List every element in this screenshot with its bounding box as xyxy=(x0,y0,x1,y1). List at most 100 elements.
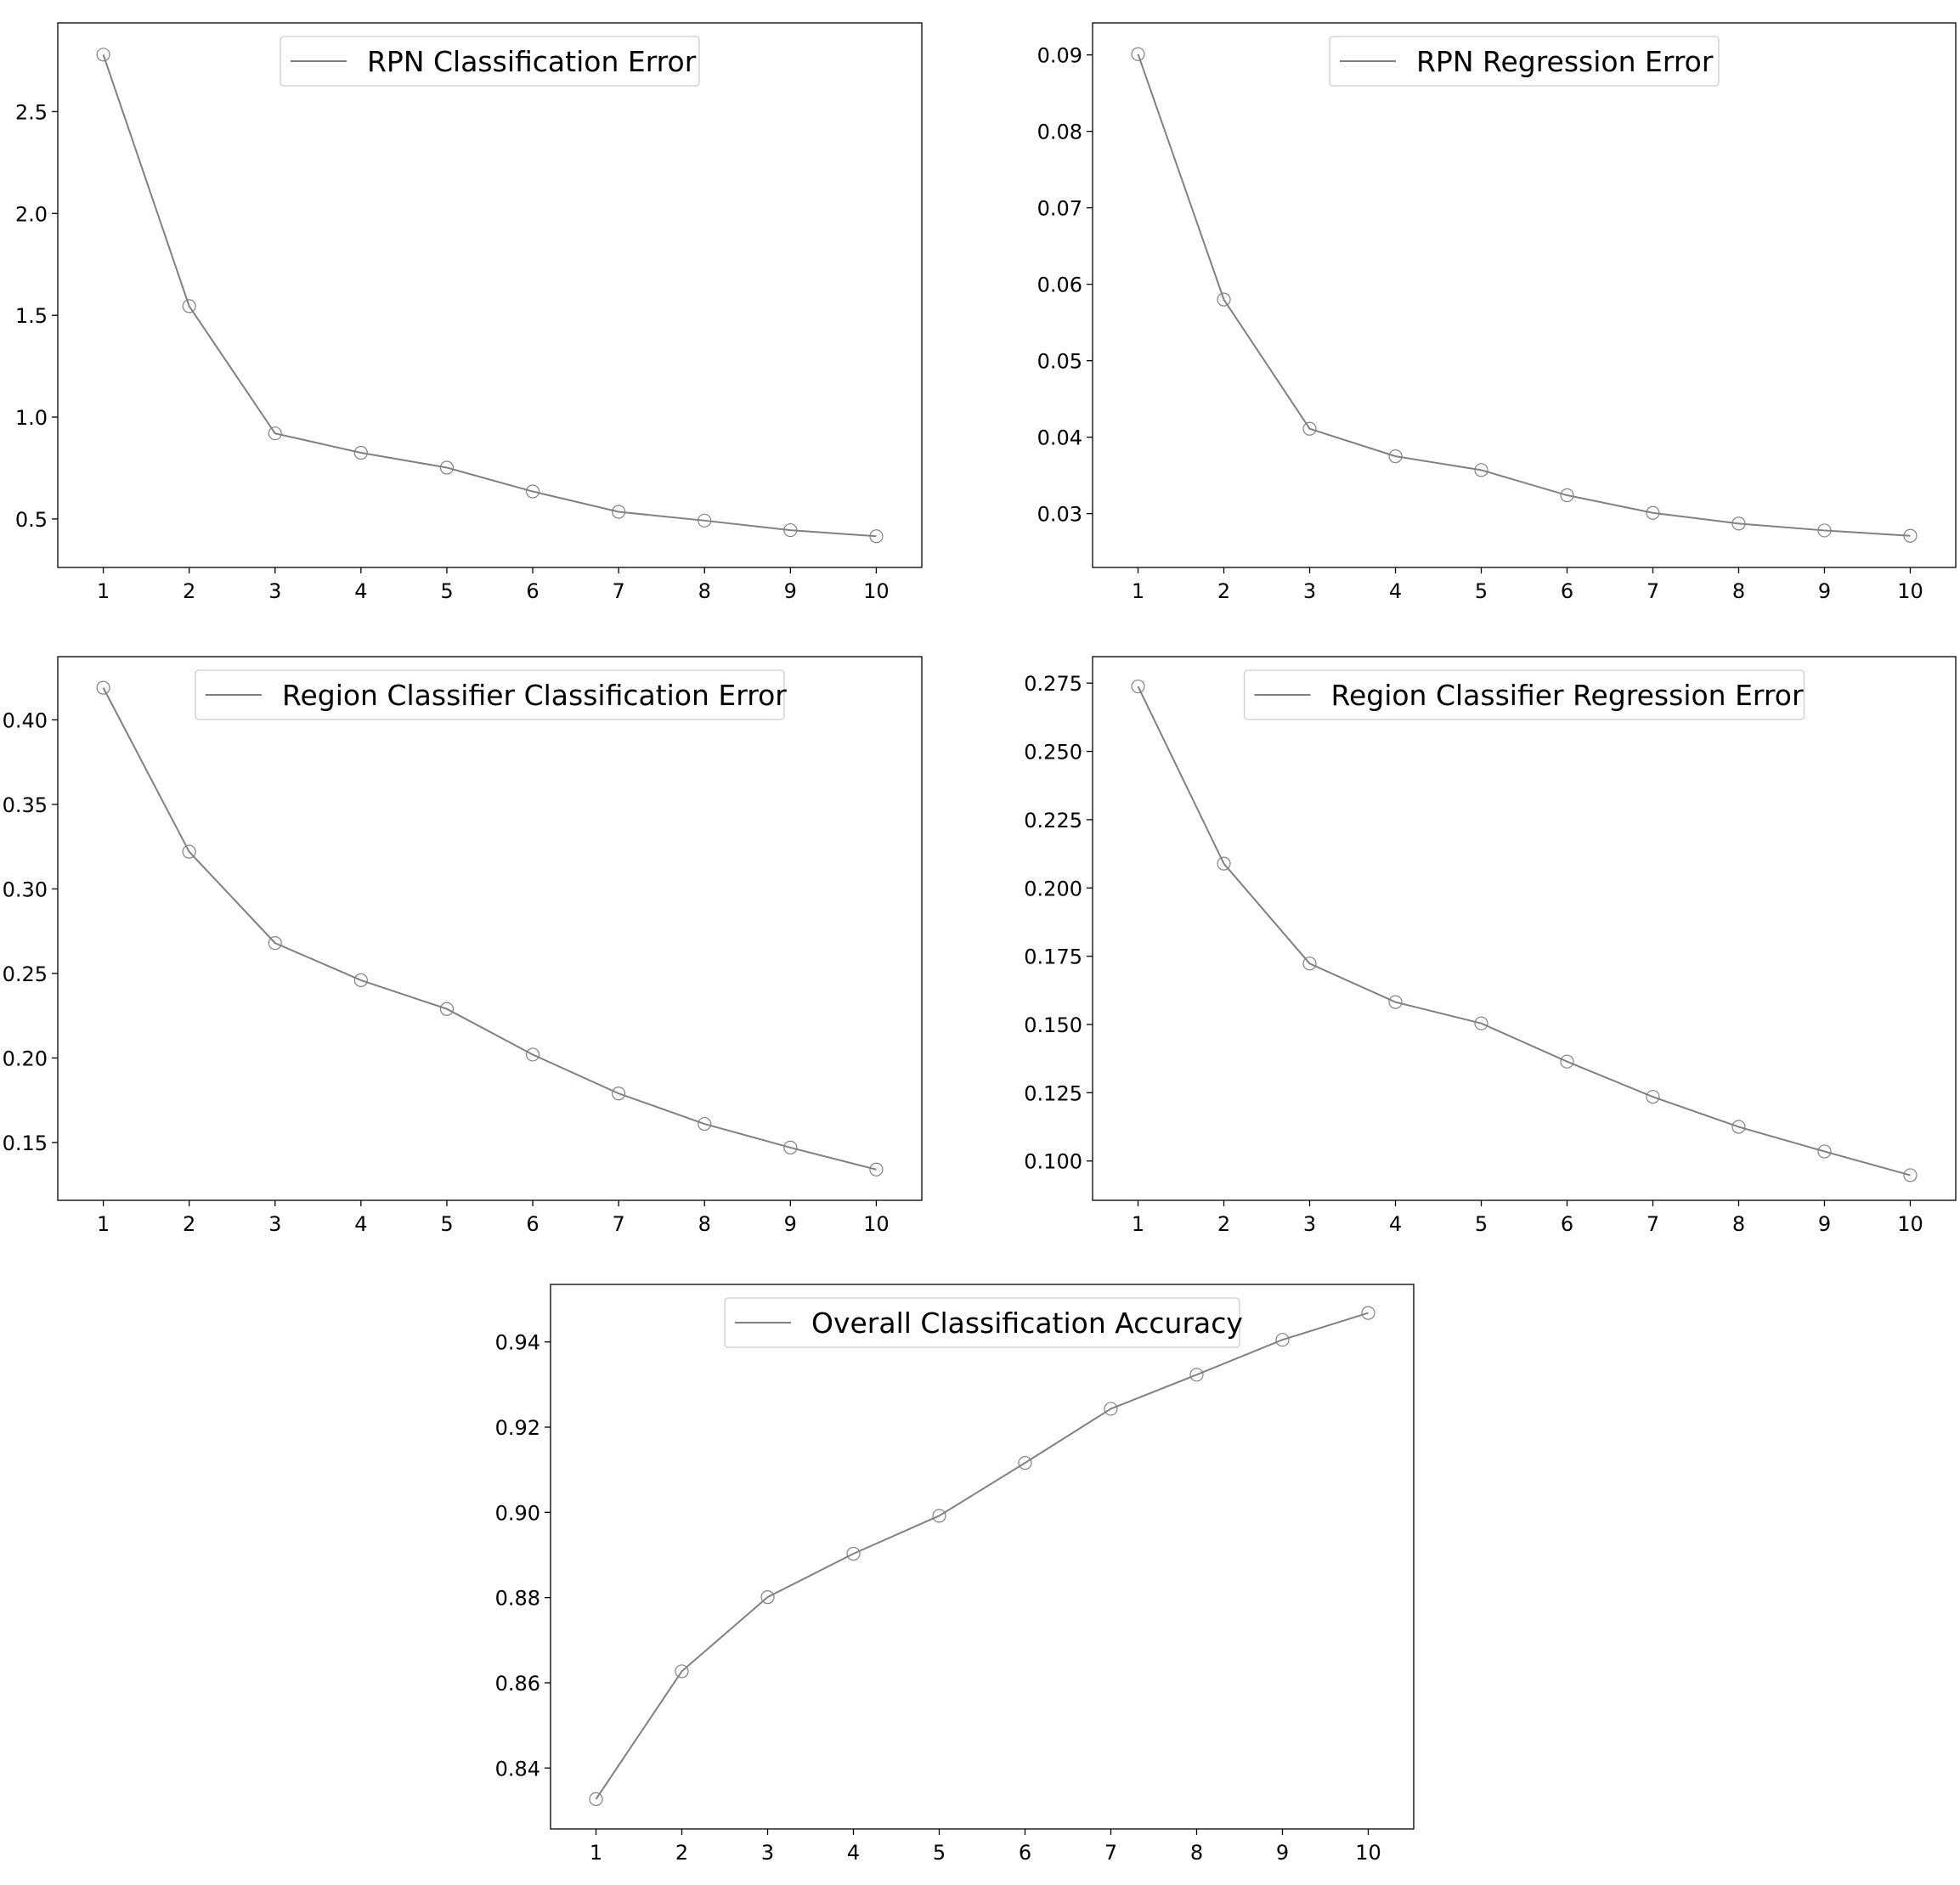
x-tick-label: 6 xyxy=(1561,1212,1573,1236)
data-point xyxy=(698,1116,712,1132)
x-tick-label: 10 xyxy=(863,1212,890,1236)
y-tick-label: 0.09 xyxy=(1037,44,1082,68)
legend-box xyxy=(724,1297,1240,1348)
x-tick-label: 1 xyxy=(1132,1212,1144,1236)
x-tick-label: 8 xyxy=(698,579,711,603)
data-point xyxy=(1646,505,1660,520)
x-tick-label: 4 xyxy=(1389,1212,1402,1236)
x-tick-label: 9 xyxy=(1818,579,1831,603)
series-line xyxy=(102,687,877,1171)
data-point xyxy=(1217,292,1231,307)
y-tick-label: 0.30 xyxy=(3,878,48,901)
subplot-4: 1 2 3 4 5 6 7 8 9 10 0.100 0.125 0.150 0.175 0.200 0.22… xyxy=(1024,656,1957,1236)
x-tick-label: 7 xyxy=(1104,1841,1117,1865)
data-point xyxy=(1361,1306,1375,1320)
x-tick-label: 8 xyxy=(1732,579,1745,603)
x-tick-label: 4 xyxy=(847,1841,860,1865)
x-tick-label: 9 xyxy=(1818,1212,1831,1236)
data-point xyxy=(1131,47,1145,61)
data-point xyxy=(1731,516,1746,531)
data-point xyxy=(846,1546,861,1561)
data-point xyxy=(1817,523,1832,538)
y-tick-label: 0.40 xyxy=(3,708,48,732)
x-tick-label: 2 xyxy=(183,1212,195,1236)
x-tick-label: 1 xyxy=(97,579,110,603)
x-tick-label: 3 xyxy=(268,1212,281,1236)
y-tick-label: 0.20 xyxy=(3,1047,48,1070)
x-tick-label: 7 xyxy=(1647,1212,1659,1236)
data-point xyxy=(353,445,368,460)
legend: Region Classifier Regression Error xyxy=(1243,669,1805,720)
x-tick-label: 5 xyxy=(1475,579,1488,603)
subplot-1: 1 2 3 4 5 6 7 8 9 10 0.5 1.0 1.5 2.0 2.5 RPN Classifica… xyxy=(15,22,923,603)
data-point xyxy=(932,1509,946,1523)
y-tick-label: 0.175 xyxy=(1024,945,1082,969)
data-point xyxy=(612,1086,626,1101)
x-tick-label: 9 xyxy=(1276,1841,1289,1865)
axes-frame xyxy=(57,656,923,1201)
x-tick-label: 8 xyxy=(1190,1841,1203,1865)
legend-box xyxy=(280,36,700,87)
data-point xyxy=(1189,1368,1204,1382)
y-tick-label: 0.04 xyxy=(1037,426,1082,450)
x-tick-label: 1 xyxy=(590,1841,602,1865)
x-tick-label: 5 xyxy=(440,579,453,603)
series-line xyxy=(1137,686,1911,1177)
data-point xyxy=(1903,1168,1918,1182)
data-point xyxy=(612,505,626,519)
y-tick-label: 0.92 xyxy=(495,1416,540,1440)
series-line xyxy=(595,1312,1369,1800)
y-tick-label: 0.88 xyxy=(495,1587,540,1611)
data-point xyxy=(1474,463,1488,477)
data-point xyxy=(1560,1054,1574,1069)
x-tick-label: 3 xyxy=(1303,1212,1316,1236)
x-tick-label: 5 xyxy=(1475,1212,1488,1236)
x-tick-label: 3 xyxy=(268,579,281,603)
data-point xyxy=(1560,488,1574,503)
x-tick-label: 10 xyxy=(1355,1841,1381,1865)
legend-box xyxy=(195,669,785,720)
subplot-3: 1 2 3 4 5 6 7 8 9 10 0.15 0.20 0.25 0.30 0.35 0.40 Regio… xyxy=(3,656,923,1236)
data-point xyxy=(760,1590,775,1605)
y-tick-label: 0.5 xyxy=(15,508,48,532)
x-tick-label: 10 xyxy=(1897,1212,1923,1236)
y-tick-label: 1.0 xyxy=(15,406,48,430)
data-point xyxy=(182,299,196,313)
data-point xyxy=(1275,1333,1290,1347)
x-tick-label: 10 xyxy=(1897,579,1923,603)
x-tick-label: 7 xyxy=(612,579,624,603)
data-point xyxy=(589,1792,603,1806)
data-point xyxy=(1731,1120,1746,1134)
data-point xyxy=(1817,1144,1832,1159)
data-point xyxy=(1018,1456,1032,1470)
data-point xyxy=(869,1162,884,1177)
x-tick-label: 1 xyxy=(1132,579,1144,603)
legend-label: RPN Regression Error xyxy=(1416,45,1714,78)
legend-box xyxy=(1243,669,1805,720)
x-tick-label: 2 xyxy=(1217,1212,1230,1236)
x-tick-label: 3 xyxy=(1303,579,1316,603)
x-tick-label: 5 xyxy=(933,1841,946,1865)
data-point xyxy=(268,426,282,441)
x-tick-label: 5 xyxy=(440,1212,453,1236)
axes-frame xyxy=(57,22,923,568)
x-tick-label: 8 xyxy=(1732,1212,1745,1236)
legend-box xyxy=(1329,36,1720,87)
y-tick-label: 0.84 xyxy=(495,1757,540,1781)
x-tick-label: 4 xyxy=(354,1212,367,1236)
series-line xyxy=(1137,54,1911,537)
y-tick-label: 0.07 xyxy=(1037,197,1082,221)
legend-label: RPN Classification Error xyxy=(367,45,697,78)
y-tick-label: 0.100 xyxy=(1024,1150,1082,1174)
legend-label: Overall Classification Accuracy xyxy=(811,1307,1243,1340)
y-tick-label: 0.275 xyxy=(1024,672,1082,696)
y-tick-label: 0.225 xyxy=(1024,809,1082,832)
y-tick-label: 0.08 xyxy=(1037,121,1082,144)
y-tick-label: 0.150 xyxy=(1024,1013,1082,1037)
data-point xyxy=(1388,449,1403,464)
y-tick-label: 2.5 xyxy=(15,100,48,124)
x-tick-label: 9 xyxy=(784,579,797,603)
data-point xyxy=(1302,421,1317,436)
y-tick-label: 2.0 xyxy=(15,202,48,226)
